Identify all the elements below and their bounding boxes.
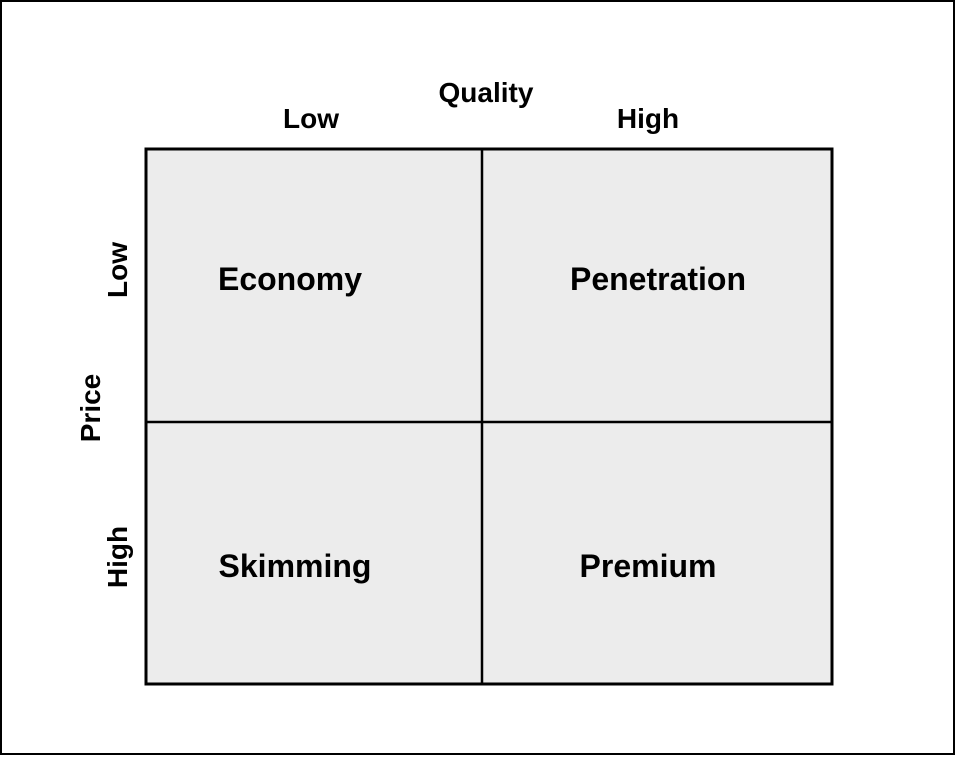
y-axis-label-low: Low bbox=[102, 242, 133, 298]
y-axis-title: Price bbox=[75, 374, 106, 443]
quadrant-skimming: Skimming bbox=[219, 548, 372, 584]
x-axis-label-high: High bbox=[617, 103, 679, 134]
x-axis-label-low: Low bbox=[283, 103, 339, 134]
matrix-grid bbox=[144, 147, 834, 686]
quadrant-premium: Premium bbox=[580, 548, 717, 584]
quadrant-penetration: Penetration bbox=[570, 261, 746, 297]
x-axis-title: Quality bbox=[439, 77, 534, 108]
quadrant-economy: Economy bbox=[218, 261, 362, 297]
y-axis-label-high: High bbox=[102, 526, 133, 588]
